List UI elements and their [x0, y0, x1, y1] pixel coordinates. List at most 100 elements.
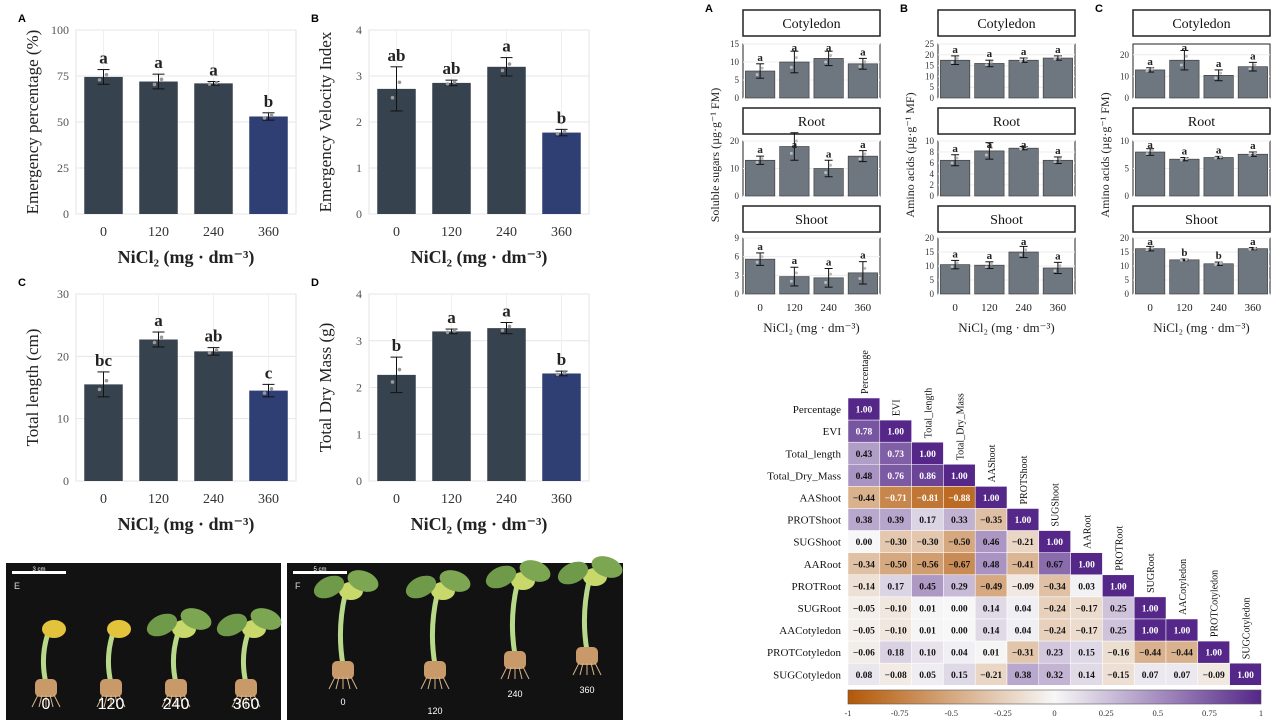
data-point — [829, 272, 833, 276]
y-tick-label: 10 — [730, 57, 740, 67]
x-tick-label: 360 — [551, 492, 572, 507]
y-tick-label: 15 — [925, 61, 935, 71]
x-tick-label: 240 — [496, 492, 517, 507]
root-hair — [53, 694, 61, 708]
scale-bar-label: 5 cm — [313, 567, 326, 573]
treatment-label: 240 — [507, 689, 522, 699]
x-axis-label: NiCl₂ (mg · dm⁻³) — [411, 247, 548, 268]
significance-letter: a — [99, 49, 108, 68]
data-point — [950, 161, 954, 165]
cell-value: −0.14 — [853, 582, 875, 592]
data-point — [829, 54, 833, 58]
cell-value: 0.03 — [1078, 582, 1095, 592]
facet-strip — [742, 107, 881, 135]
cell-value: −0.34 — [853, 560, 875, 570]
significance-letter: a — [154, 311, 163, 330]
data-point — [824, 171, 828, 175]
root-hair — [179, 694, 184, 708]
cell-value: 0.78 — [856, 428, 873, 438]
root-hair — [238, 694, 243, 708]
seedling-leaf — [313, 575, 345, 599]
data-point — [152, 82, 157, 87]
bar — [974, 63, 1005, 99]
significance-letter: a — [987, 250, 993, 262]
facet-title: Root — [993, 115, 1020, 130]
data-point — [950, 265, 954, 269]
data-point — [789, 65, 793, 69]
y-tick-label: 9 — [735, 233, 740, 243]
y-tick-label: 20 — [1120, 50, 1130, 60]
row-label: PROTShoot — [787, 515, 841, 527]
cell-value: 0.14 — [1078, 671, 1095, 681]
seedling-leaf — [405, 575, 437, 599]
bar — [542, 373, 581, 481]
cell-value: 0.01 — [919, 604, 936, 614]
significance-letter: a — [826, 256, 832, 268]
root-hair — [590, 662, 595, 676]
cell-value: 0.18 — [887, 649, 904, 659]
data-point — [1179, 158, 1183, 162]
cell-value: −0.31 — [1012, 649, 1034, 659]
colorbar-tick-label: 0.5 — [1152, 708, 1163, 718]
y-tick-label: 4 — [930, 169, 935, 179]
y-tick-label: 10 — [1120, 261, 1130, 271]
y-axis-label: Amino acids (µg·g⁻¹ FM) — [1098, 92, 1112, 217]
column-label: AACotyledon — [1178, 559, 1189, 615]
data-point — [1150, 67, 1154, 71]
data-point — [1214, 156, 1218, 160]
column-label: Total_length — [924, 388, 935, 438]
bar — [432, 331, 471, 481]
root-plug — [504, 651, 526, 669]
significance-letter: a — [757, 52, 763, 64]
x-tick-label: 0 — [1147, 302, 1153, 314]
data-point — [152, 340, 157, 345]
correlation-matrix: Percentage Percentage EVI EVI Total_length To… — [767, 350, 1263, 718]
bar — [1237, 153, 1268, 197]
data-point — [97, 387, 102, 392]
data-point — [207, 351, 212, 355]
cell-value: −0.05 — [853, 604, 875, 614]
significance-letter: a — [952, 44, 958, 56]
x-tick-label: 120 — [981, 302, 998, 314]
x-axis-label: NiCl₂ (mg · dm⁻³) — [118, 247, 255, 268]
data-point — [269, 386, 274, 391]
cell-value: −0.67 — [948, 560, 970, 570]
bar — [940, 59, 971, 99]
data-point — [1019, 253, 1023, 257]
seedling-leaf — [485, 565, 517, 589]
y-tick-label: 4 — [356, 287, 362, 301]
y-axis-label: Total Dry Mass (g) — [316, 323, 335, 453]
data-point — [397, 80, 402, 85]
root-hair — [346, 676, 351, 690]
x-tick-label: 0 — [393, 225, 400, 240]
facet-strip — [937, 107, 1076, 135]
cell-value: 0.73 — [887, 450, 904, 460]
x-tick-label: 240 — [203, 492, 224, 507]
data-point — [863, 152, 867, 156]
data-point — [1145, 248, 1149, 252]
cell-value: −0.16 — [1107, 649, 1129, 659]
y-tick-label: 0 — [356, 207, 362, 221]
bar — [1008, 147, 1039, 197]
significance-letter: b — [557, 350, 566, 369]
data-point — [1024, 57, 1028, 61]
data-point — [445, 82, 450, 86]
colorbar-tick-label: -1 — [844, 708, 851, 718]
y-tick-label: 10 — [925, 136, 935, 146]
cell-value: 0.04 — [1015, 627, 1032, 637]
data-point — [1024, 248, 1028, 252]
cell-value: 0.14 — [983, 604, 1000, 614]
significance-letter: c — [265, 363, 273, 382]
root-hair — [522, 666, 530, 680]
panel-label: C — [1095, 3, 1103, 15]
cell-value: 0.48 — [856, 472, 873, 482]
bar — [139, 81, 178, 215]
cell-value: 0.08 — [856, 671, 873, 681]
data-point — [1150, 246, 1154, 250]
facet-title: Root — [798, 115, 825, 130]
x-tick-label: 0 — [100, 492, 107, 507]
data-point — [1179, 63, 1183, 67]
cell-value: 0.04 — [1015, 604, 1032, 614]
